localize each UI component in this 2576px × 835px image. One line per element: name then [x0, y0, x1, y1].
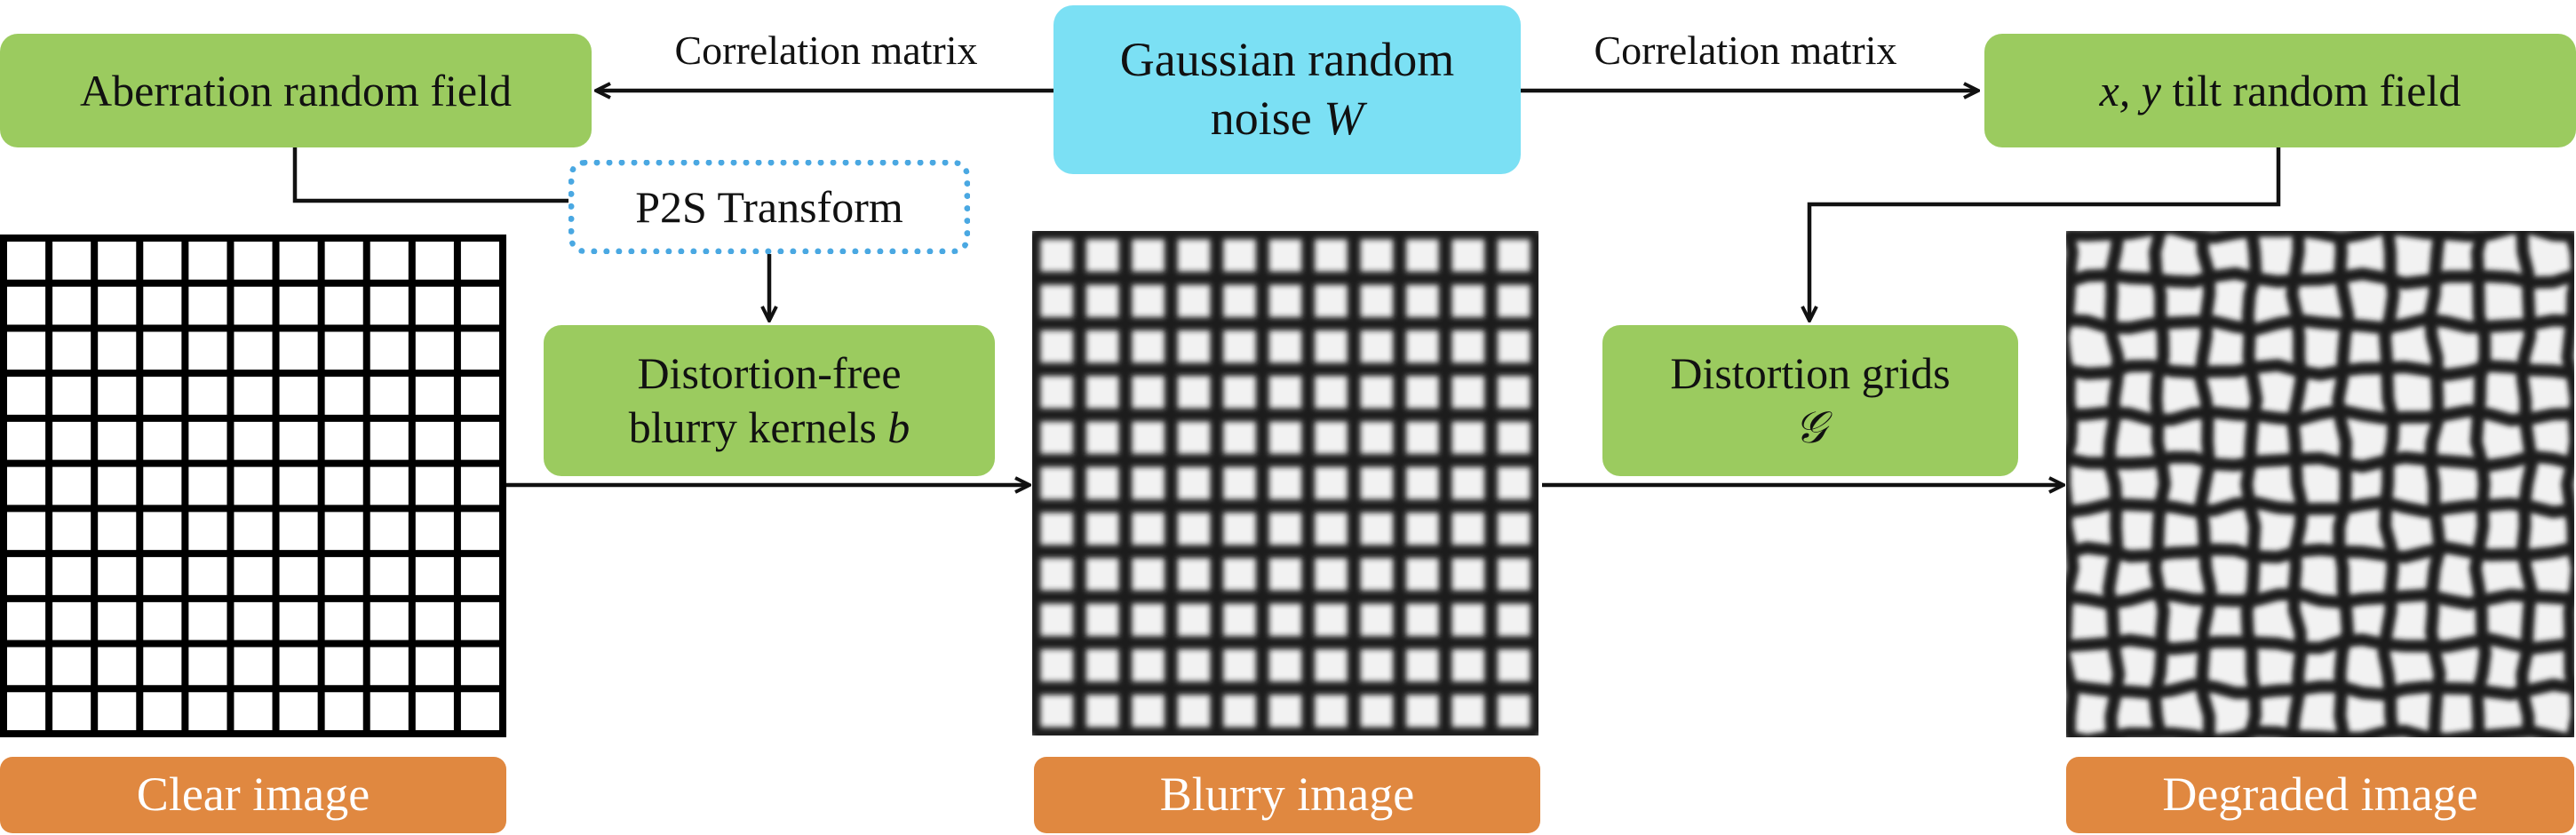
tilt-symbol: x, y — [2099, 65, 2161, 115]
edge-label-left: Correlation matrix — [674, 28, 978, 73]
connector-aberration-to-p2s — [292, 147, 568, 203]
edge-label-right: Correlation matrix — [1594, 28, 1897, 73]
grid-symbol: 𝒢 — [1794, 402, 1826, 452]
aberration-field-node: Aberration random field — [0, 34, 592, 147]
distortion-grids-node: Distortion grids 𝒢 — [1602, 325, 2018, 476]
gaussian-noise-line1: Gaussian random — [1119, 33, 1455, 87]
gaussian-noise-node: Gaussian random noise W — [1053, 5, 1521, 174]
tilt-field-label: x, y tilt random field — [2099, 65, 2461, 115]
tilt-field-node: x, y tilt random field — [1984, 34, 2576, 147]
p2s-transform-label: P2S Transform — [635, 181, 903, 232]
distortion-grids-line1: Distortion grids — [1670, 348, 1951, 398]
blurry-image-caption: Blurry image — [1034, 757, 1540, 833]
clear-image-caption: Clear image — [0, 757, 506, 833]
gaussian-noise-line2: noise W — [1210, 91, 1364, 145]
arrow-tilt-to-grids — [1809, 147, 2281, 320]
degraded-image-caption: Degraded image — [2066, 757, 2574, 833]
aberration-field-label: Aberration random field — [80, 65, 512, 115]
blurry-image — [1032, 231, 1538, 736]
blurry-kernels-line1: Distortion-free — [637, 348, 902, 398]
noise-symbol: W — [1324, 91, 1364, 145]
p2s-transform-node: P2S Transform — [568, 160, 970, 254]
degraded-image — [2066, 231, 2574, 737]
clear-image — [0, 235, 506, 737]
kernel-symbol: b — [887, 402, 910, 452]
blurry-kernels-node: Distortion-free blurry kernels b — [544, 325, 995, 476]
blurry-kernels-line2: blurry kernels b — [628, 402, 910, 452]
